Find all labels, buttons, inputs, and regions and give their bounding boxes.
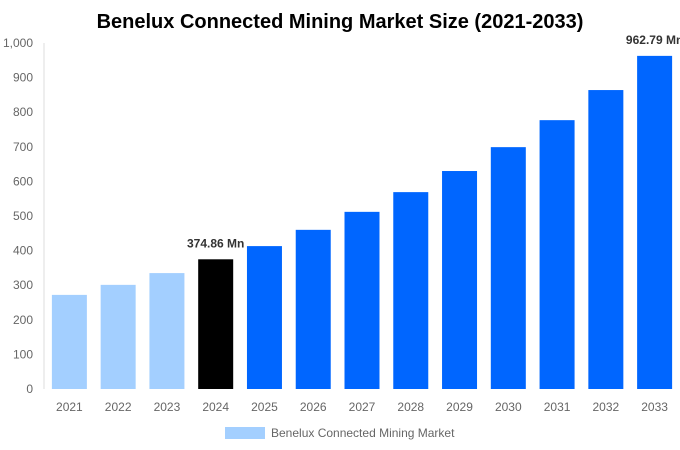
- bar-2021[interactable]: [51, 294, 87, 389]
- y-tick-label: 1,000: [3, 36, 33, 50]
- bar-2027[interactable]: [344, 211, 380, 389]
- x-tick-label: 2030: [495, 400, 522, 414]
- y-tick-label: 0: [26, 382, 33, 396]
- data-label: 374.86 Mn: [187, 236, 244, 250]
- bar-2026[interactable]: [295, 229, 331, 389]
- y-tick-label: 400: [13, 244, 33, 258]
- x-tick-label: 2027: [349, 400, 376, 414]
- y-tick-label: 600: [13, 174, 33, 188]
- x-tick-label: 2033: [641, 400, 668, 414]
- x-tick-label: 2032: [592, 400, 619, 414]
- y-tick-label: 300: [13, 278, 33, 292]
- bar-2028[interactable]: [393, 192, 429, 389]
- data-label: 962.79 Mn: [626, 33, 680, 47]
- legend-label: Benelux Connected Mining Market: [271, 426, 455, 440]
- x-tick-label: 2029: [446, 400, 473, 414]
- chart-title: Benelux Connected Mining Market Size (20…: [97, 11, 584, 33]
- x-tick-label: 2026: [300, 400, 327, 414]
- x-tick-label: 2025: [251, 400, 278, 414]
- y-tick-label: 200: [13, 313, 33, 327]
- bar-2031[interactable]: [539, 120, 575, 390]
- y-tick-label: 700: [13, 140, 33, 154]
- bar-2030[interactable]: [490, 147, 526, 389]
- bar-2033[interactable]: [637, 55, 673, 389]
- y-tick-label: 800: [13, 105, 33, 119]
- x-tick-label: 2022: [105, 400, 132, 414]
- bar-2023[interactable]: [149, 273, 185, 389]
- y-tick-label: 500: [13, 209, 33, 223]
- bar-2024[interactable]: [198, 259, 234, 389]
- legend-swatch: [225, 427, 265, 439]
- y-tick-label: 900: [13, 71, 33, 85]
- x-tick-label: 2028: [397, 400, 424, 414]
- bar-2025[interactable]: [246, 246, 282, 389]
- x-tick-label: 2021: [56, 400, 83, 414]
- bar-2032[interactable]: [588, 90, 624, 389]
- legend[interactable]: Benelux Connected Mining Market: [225, 426, 455, 440]
- bar-2029[interactable]: [442, 171, 478, 389]
- x-tick-label: 2023: [154, 400, 181, 414]
- y-tick-label: 100: [13, 347, 33, 361]
- x-tick-label: 2031: [544, 400, 571, 414]
- bar-2022[interactable]: [100, 284, 136, 389]
- x-tick-label: 2024: [202, 400, 229, 414]
